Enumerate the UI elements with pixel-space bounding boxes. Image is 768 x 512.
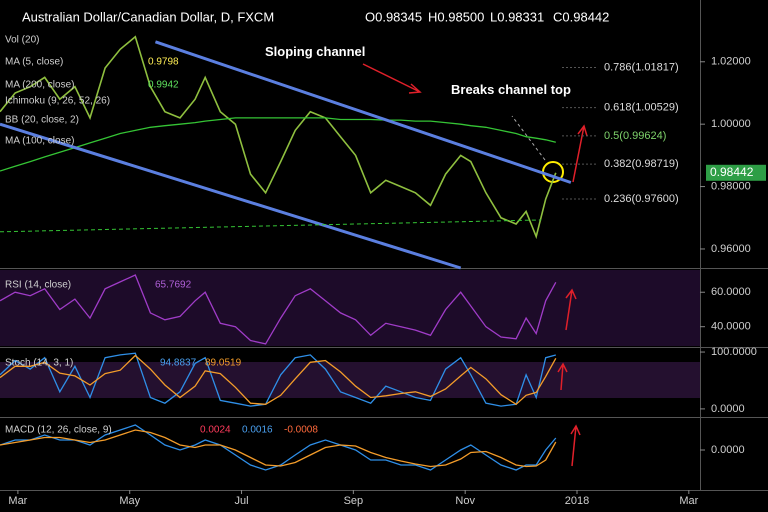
fib-label: 0.786(1.01817) — [604, 61, 679, 73]
channel-line — [0, 122, 462, 270]
x-tick-label: 2018 — [565, 495, 589, 507]
annotation: Breaks channel top — [451, 82, 571, 97]
quote-low: L0.98331 — [490, 9, 544, 24]
fib-label: 0.5(0.99624) — [604, 130, 666, 142]
annotation: Sloping channel — [265, 44, 366, 59]
indicator-value: 0.9798 — [148, 57, 179, 68]
stoch-band — [0, 362, 700, 398]
arrow — [362, 63, 422, 94]
y-tick-label: 60.0000 — [711, 286, 751, 298]
legend-name: RSI (14, close) — [5, 280, 71, 291]
rsi-panel — [0, 270, 700, 346]
series-line — [0, 424, 557, 471]
indicator-name: MA (5, close) — [5, 57, 63, 68]
y-tick-label: 1.00000 — [711, 118, 751, 130]
quote-close: C0.98442 — [553, 9, 609, 24]
x-tick-label: Nov — [455, 495, 475, 507]
x-tick-label: Mar — [679, 495, 698, 507]
indicator-name: Ichimoku (9, 26, 52, 26) — [5, 96, 110, 107]
indicator-value: 0.9942 — [148, 80, 179, 91]
series-line — [0, 35, 557, 240]
arrow — [570, 424, 581, 467]
chart-title: Australian Dollar/Canadian Dollar, D, FX… — [22, 9, 274, 24]
quote-open: O0.98345 — [365, 9, 422, 24]
y-tick-label: 1.02000 — [711, 56, 751, 68]
legend-value: 94.8837 — [160, 358, 197, 369]
last-price-box — [706, 164, 766, 181]
legend-name: MACD (12, 26, close, 9) — [5, 425, 112, 436]
fib-label: 0.618(1.00529) — [604, 102, 679, 114]
series-line — [0, 274, 557, 345]
series-line — [0, 352, 556, 407]
y-tick-label: 0.98000 — [711, 180, 751, 192]
indicator-name: BB (20, close, 2) — [5, 115, 79, 126]
legend-name: Stoch (14, 3, 1) — [5, 358, 73, 369]
y-tick-label: 40.0000 — [711, 321, 751, 333]
legend-value: -0.0008 — [284, 425, 318, 436]
x-tick-label: Mar — [8, 495, 27, 507]
separators — [0, 0, 768, 491]
arrow — [565, 288, 577, 331]
y-tick-label: 0.0000 — [711, 403, 745, 415]
indicator-name: Vol (20) — [5, 35, 39, 46]
series-line — [0, 429, 557, 468]
fib-label: 0.236(0.97600) — [604, 193, 679, 205]
arrow — [572, 124, 588, 183]
y-tick-label: 100.0000 — [711, 346, 757, 358]
series-line — [0, 354, 557, 406]
series-line — [0, 117, 556, 172]
channel-line — [154, 40, 572, 184]
indicator-name: MA (100, close) — [5, 136, 74, 147]
support-line — [0, 219, 542, 233]
legend-value: 65.7692 — [155, 280, 192, 291]
legend-value: 0.0024 — [200, 425, 231, 436]
y-tick-label: 0.0000 — [711, 444, 745, 456]
x-tick-label: May — [119, 495, 140, 507]
arrows — [362, 63, 588, 467]
last-price-label: 0.98442 — [710, 165, 754, 179]
fib-label: 0.382(0.98719) — [604, 158, 679, 170]
arrow — [557, 362, 568, 391]
legend-value: 0.0016 — [242, 425, 273, 436]
indicator-name: MA (200, close) — [5, 80, 74, 91]
y-tick-label: 0.96000 — [711, 243, 751, 255]
x-tick-label: Jul — [235, 495, 249, 507]
quote-high: H0.98500 — [428, 9, 484, 24]
legend-value: 89.0519 — [205, 358, 242, 369]
x-tick-label: Sep — [344, 495, 364, 507]
